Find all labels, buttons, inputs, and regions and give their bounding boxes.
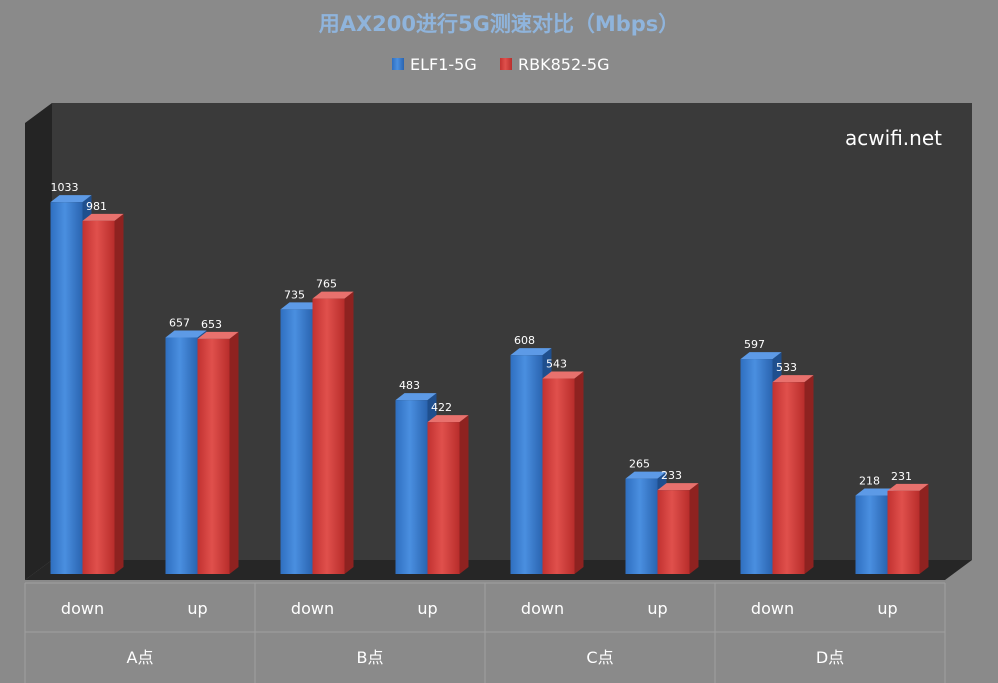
bar-front-elf1-5g-cat4 [510, 355, 543, 574]
value-label-elf1-5g-cat3: 483 [399, 379, 420, 392]
bar-front-elf1-5g-cat7 [855, 495, 888, 574]
bar-rbk852-5g-cat4 [542, 371, 584, 574]
group-label-3: D点 [816, 648, 844, 667]
value-label-rbk852-5g-cat5: 233 [661, 469, 682, 482]
value-label-rbk852-5g-cat0: 981 [86, 200, 107, 213]
legend-label-elf1: ELF1-5G [410, 55, 477, 74]
bar-top-elf1-5g-cat1 [165, 330, 207, 338]
bar-rbk852-5g-cat7 [887, 483, 929, 574]
bar-top-rbk852-5g-cat7 [887, 483, 929, 491]
value-label-elf1-5g-cat7: 218 [859, 475, 880, 488]
bar-front-elf1-5g-cat0 [50, 202, 83, 574]
bar-rbk852-5g-cat0 [82, 213, 124, 574]
value-label-rbk852-5g-cat6: 533 [776, 361, 797, 374]
bar-top-rbk852-5g-cat2 [312, 291, 354, 299]
tick-label-cat5: up [647, 599, 667, 618]
bar-side-rbk852-5g-cat0 [114, 213, 124, 574]
value-label-rbk852-5g-cat4: 543 [546, 358, 567, 371]
bar-top-elf1-5g-cat7 [855, 488, 897, 496]
value-label-elf1-5g-cat0: 1033 [51, 181, 79, 194]
bar-side-rbk852-5g-cat4 [574, 371, 584, 574]
bar-side-rbk852-5g-cat2 [344, 291, 354, 574]
bar-rbk852-5g-cat1 [197, 331, 239, 574]
tick-label-cat6: down [751, 599, 794, 618]
tick-label-cat7: up [877, 599, 897, 618]
group-label-0: A点 [127, 648, 154, 667]
bar-top-elf1-5g-cat6 [740, 352, 782, 360]
legend-label-rbk852: RBK852-5G [518, 55, 609, 74]
value-label-elf1-5g-cat2: 735 [284, 288, 305, 301]
bar-front-rbk852-5g-cat2 [312, 298, 345, 574]
bar-rbk852-5g-cat3 [427, 415, 469, 574]
value-label-elf1-5g-cat4: 608 [514, 334, 535, 347]
bar-side-rbk852-5g-cat6 [804, 375, 814, 574]
bar-front-rbk852-5g-cat4 [542, 378, 575, 574]
bar-front-rbk852-5g-cat6 [772, 382, 805, 574]
watermark: acwifi.net [845, 126, 942, 150]
value-label-elf1-5g-cat5: 265 [629, 458, 650, 471]
bar-front-rbk852-5g-cat3 [427, 422, 460, 574]
plot-left-wall [25, 103, 52, 580]
value-label-rbk852-5g-cat1: 653 [201, 318, 222, 331]
bar-front-rbk852-5g-cat1 [197, 338, 230, 574]
bar-rbk852-5g-cat6 [772, 375, 814, 574]
chart-title: 用AX200进行5G测速对比（Mbps） [319, 12, 680, 36]
bar-top-rbk852-5g-cat3 [427, 415, 469, 423]
value-label-rbk852-5g-cat3: 422 [431, 401, 452, 414]
bar-front-rbk852-5g-cat0 [82, 220, 115, 574]
bar-side-rbk852-5g-cat5 [689, 483, 699, 574]
tick-label-cat4: down [521, 599, 564, 618]
bar-rbk852-5g-cat2 [312, 291, 354, 574]
bar-top-rbk852-5g-cat5 [657, 483, 699, 491]
bar-top-elf1-5g-cat5 [625, 471, 667, 479]
tick-label-cat2: down [291, 599, 334, 618]
value-labels: 1033 981 657 653 735 765 483 422 608 543 265 233 597… [51, 181, 913, 487]
value-label-elf1-5g-cat6: 597 [744, 338, 765, 351]
bar-front-elf1-5g-cat5 [625, 478, 658, 574]
value-label-elf1-5g-cat1: 657 [169, 316, 190, 329]
bar-top-elf1-5g-cat0 [50, 195, 92, 203]
tick-label-cat0: down [61, 599, 104, 618]
group-label-1: B点 [357, 648, 384, 667]
bar-top-elf1-5g-cat4 [510, 348, 552, 356]
bar-front-rbk852-5g-cat5 [657, 490, 690, 574]
bar-side-rbk852-5g-cat7 [919, 483, 929, 574]
bar-front-elf1-5g-cat1 [165, 337, 198, 574]
bar-front-elf1-5g-cat6 [740, 359, 773, 574]
tick-label-cat1: up [187, 599, 207, 618]
legend-swatch-rbk852 [500, 58, 512, 70]
group-label-2: C点 [586, 648, 613, 667]
bar-rbk852-5g-cat5 [657, 483, 699, 574]
bars [50, 195, 929, 574]
legend: ELF1-5G RBK852-5G [392, 55, 609, 74]
value-label-rbk852-5g-cat2: 765 [316, 278, 337, 291]
value-label-rbk852-5g-cat7: 231 [891, 470, 912, 483]
bar-front-rbk852-5g-cat7 [887, 490, 920, 574]
bar-top-rbk852-5g-cat1 [197, 331, 239, 339]
bar-front-elf1-5g-cat3 [395, 400, 428, 574]
tick-label-cat3: up [417, 599, 437, 618]
bar-top-rbk852-5g-cat0 [82, 213, 124, 221]
plot-floor [25, 560, 972, 580]
legend-swatch-elf1 [392, 58, 404, 70]
bar-front-elf1-5g-cat2 [280, 309, 313, 574]
bar-top-elf1-5g-cat3 [395, 393, 437, 401]
bar-top-rbk852-5g-cat6 [772, 375, 814, 383]
bar-side-rbk852-5g-cat1 [229, 331, 239, 574]
bar-top-rbk852-5g-cat4 [542, 371, 584, 379]
bar-top-elf1-5g-cat2 [280, 302, 322, 310]
category-axis: down up down up down up down up A点 B点 C点 D点 [24, 582, 946, 683]
bar-side-rbk852-5g-cat3 [459, 415, 469, 574]
